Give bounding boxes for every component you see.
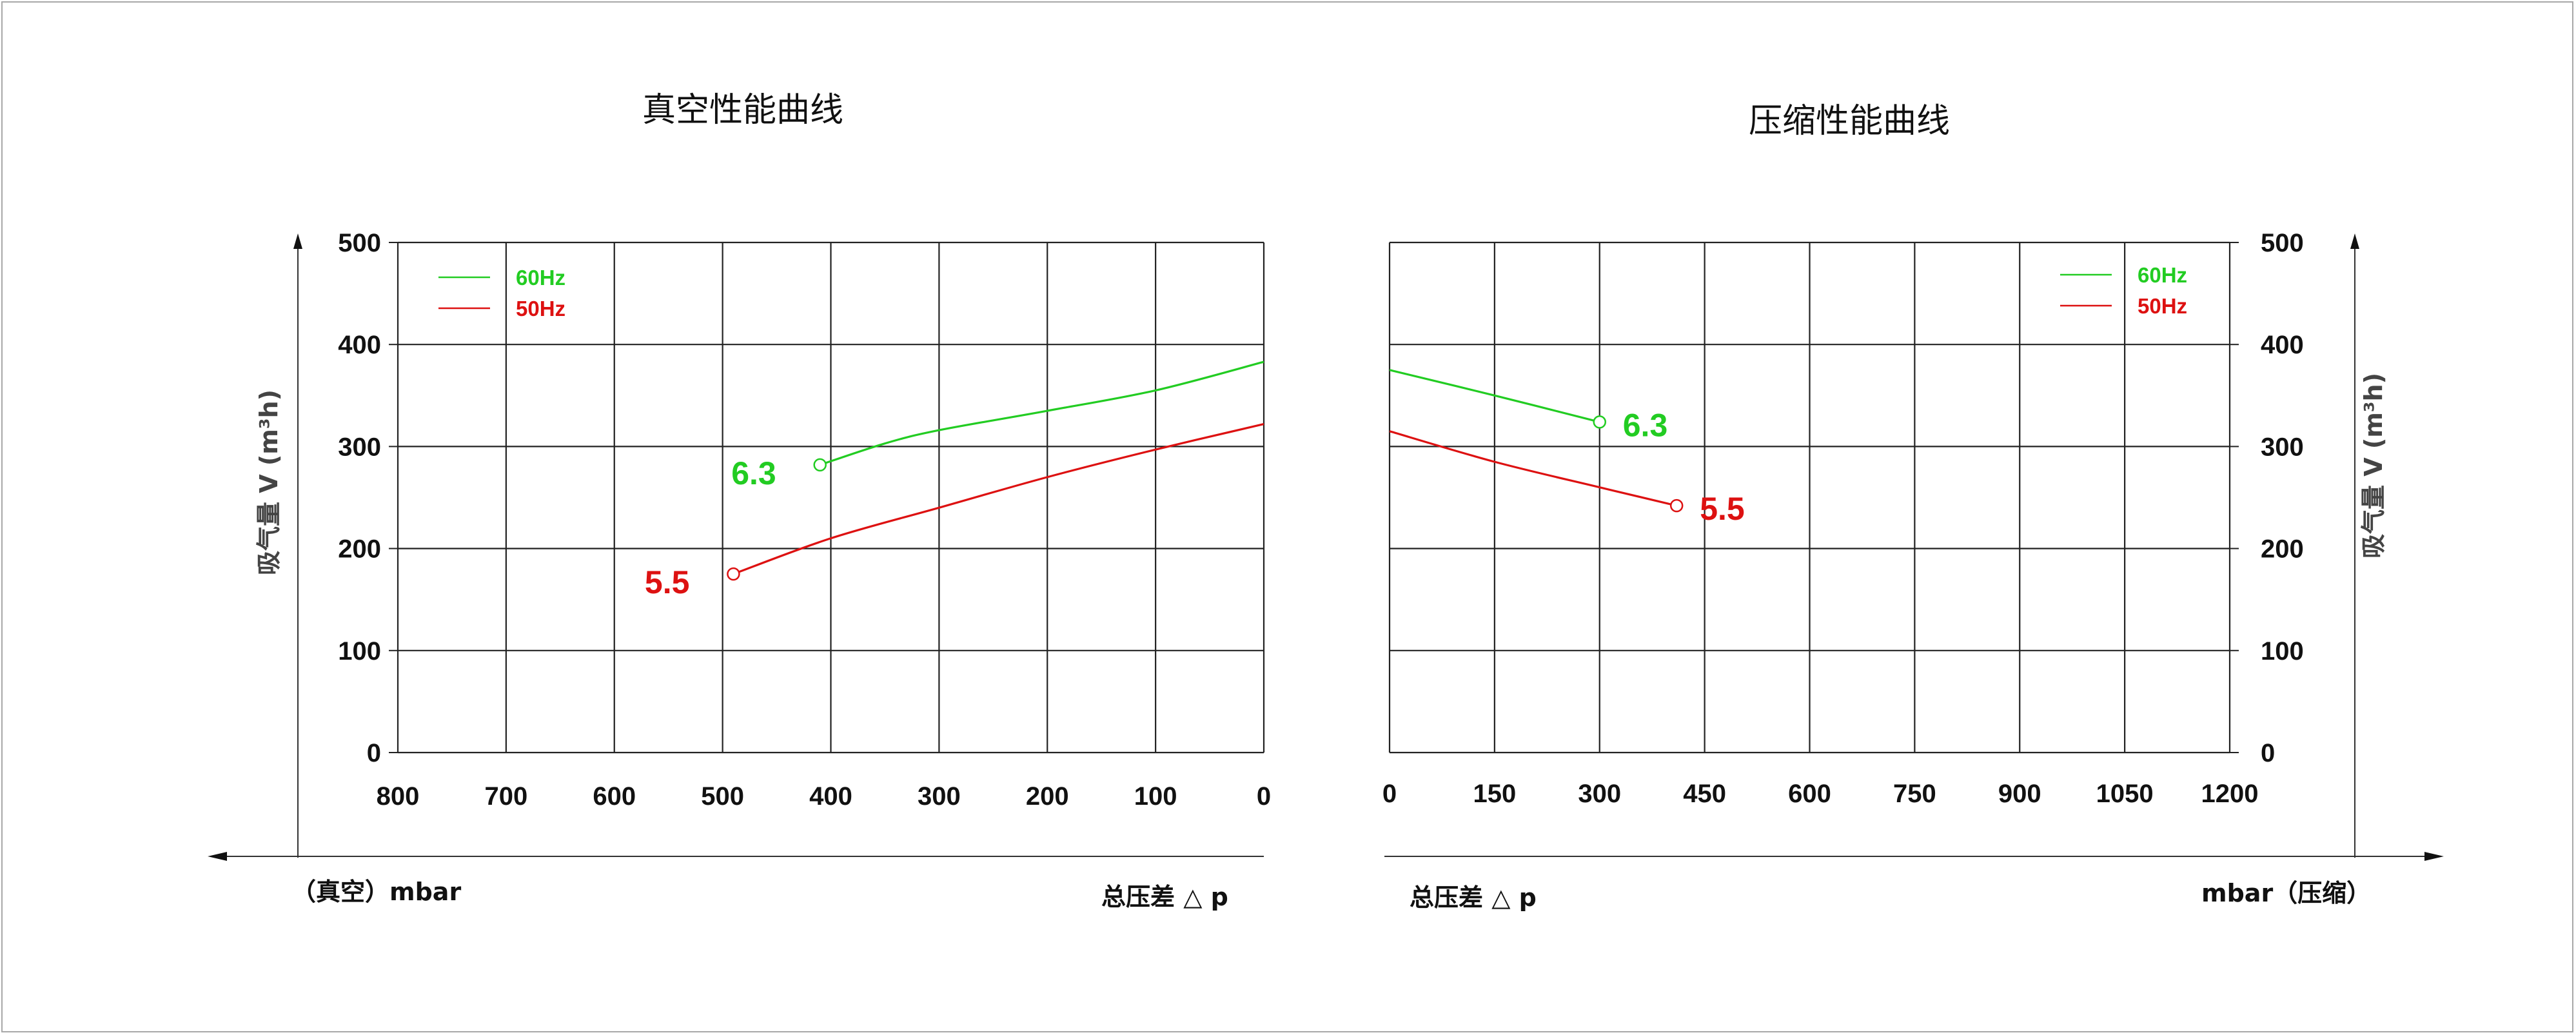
- compression-y-axis-label: 吸气量 V (m³h): [2359, 373, 2388, 558]
- vacuum-ytick-label: 0: [367, 739, 381, 767]
- compression-xtick-label: 450: [1683, 780, 1726, 808]
- compression-series-line-60Hz: [1389, 369, 1600, 423]
- compression-xtick-label: 150: [1473, 780, 1517, 808]
- vacuum-series-end-label-50Hz: 5.5: [645, 564, 690, 600]
- compression-x-axis-arrow: [2424, 852, 2444, 861]
- vacuum-xtick-label: 0: [1257, 782, 1271, 811]
- vacuum-xtick-label: 400: [809, 782, 852, 811]
- compression-ytick-label: 100: [2261, 637, 2304, 665]
- vacuum-legend-label-50Hz: 50Hz: [516, 297, 565, 320]
- vacuum-xtick-label: 100: [1134, 782, 1177, 811]
- vacuum-legend-label-60Hz: 60Hz: [516, 266, 565, 290]
- compression-xtick-label: 900: [1998, 780, 2041, 808]
- vacuum-xtick-label: 300: [918, 782, 961, 811]
- compression-xtick-label: 300: [1578, 780, 1621, 808]
- vacuum-chart: 0 100 200 300 400 500 800 700 600 500 400 300 200 100…: [208, 229, 1271, 861]
- compression-series-end-marker-50Hz: [1669, 498, 1684, 513]
- vacuum-y-axis-label: 吸气量 V (m³h): [255, 389, 283, 575]
- compression-chart: 0 100 200 300 400 500 0 150 300 450 600 750 900 1050 1…: [1382, 229, 2444, 861]
- compression-ytick-label: 300: [2261, 433, 2304, 461]
- vacuum-chart-title: 真空性能曲线: [642, 91, 843, 130]
- vacuum-series-end-marker-60Hz: [813, 458, 827, 472]
- vacuum-x-axis-arrow: [208, 852, 227, 861]
- compression-series-line-50Hz: [1389, 430, 1677, 507]
- vacuum-xtick-label: 700: [485, 782, 528, 811]
- compression-legend-label-50Hz: 50Hz: [2138, 294, 2187, 318]
- compression-ytick-label: 200: [2261, 535, 2304, 564]
- vacuum-ytick-label: 200: [338, 535, 381, 564]
- vacuum-xtick-label: 500: [701, 782, 744, 811]
- compression-chart-title: 压缩性能曲线: [1749, 102, 1950, 141]
- vacuum-ytick-label: 500: [338, 229, 381, 257]
- vacuum-xtick-label: 200: [1026, 782, 1069, 811]
- compression-ytick-label: 400: [2261, 331, 2304, 359]
- vacuum-ytick-label: 400: [338, 331, 381, 359]
- compression-series-end-marker-60Hz: [1593, 415, 1606, 429]
- vacuum-x-left-label: （真空）mbar: [291, 878, 461, 906]
- compression-legend-label-60Hz: 60Hz: [2138, 263, 2187, 287]
- vacuum-series-end-label-60Hz: 6.3: [731, 455, 776, 491]
- compression-ytick-label: 0: [2261, 739, 2275, 767]
- compression-xtick-label: 0: [1382, 780, 1397, 808]
- compression-series-end-label-60Hz: 6.3: [1623, 407, 1668, 443]
- vacuum-xtick-label: 800: [377, 782, 420, 811]
- vacuum-series-line-60Hz: [820, 360, 1264, 466]
- compression-xtick-label: 1050: [2096, 780, 2154, 808]
- vacuum-series-line-50Hz: [732, 423, 1264, 575]
- vacuum-series-end-marker-50Hz: [727, 567, 740, 581]
- chart-marks: 0 100 200 300 400 500 800 700 600 500 400 300 200 100…: [208, 229, 2444, 861]
- compression-y-axis-arrow: [2350, 233, 2359, 249]
- vacuum-xtick-label: 600: [593, 782, 636, 811]
- compression-ytick-label: 500: [2261, 229, 2304, 257]
- vacuum-y-axis-arrow: [293, 233, 302, 249]
- compression-x-right-label: mbar（压缩）: [2201, 879, 2371, 907]
- vacuum-x-right-label: 总压差 △ p: [1101, 883, 1228, 911]
- compression-x-left-label: 总压差 △ p: [1410, 883, 1537, 912]
- compression-xtick-label: 600: [1788, 780, 1831, 808]
- vacuum-ytick-label: 300: [338, 433, 381, 461]
- compression-xtick-label: 1200: [2201, 780, 2259, 808]
- compression-series-end-label-50Hz: 5.5: [1700, 491, 1745, 527]
- vacuum-ytick-label: 100: [338, 637, 381, 665]
- compression-xtick-label: 750: [1893, 780, 1936, 808]
